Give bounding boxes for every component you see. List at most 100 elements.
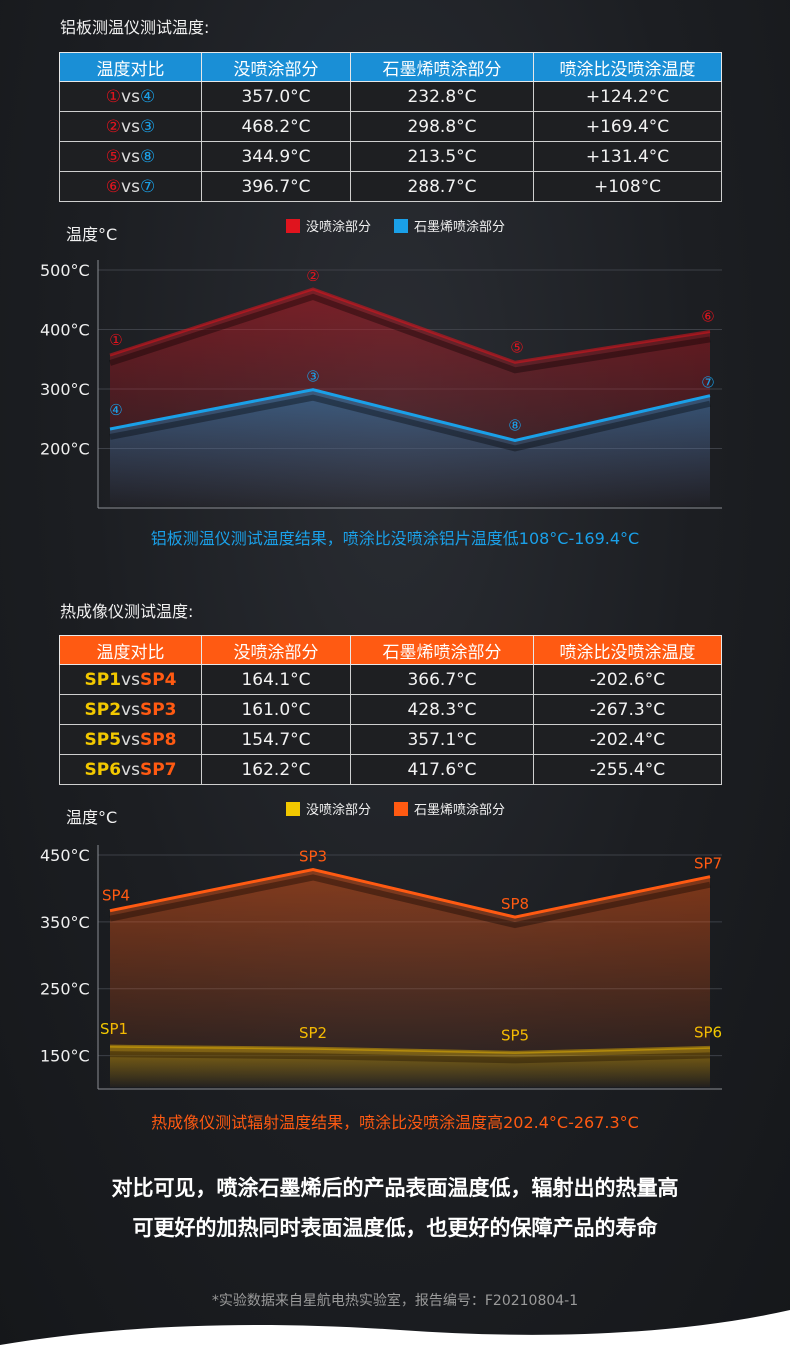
pair-b: SP4 [139,669,177,690]
chart-aluminum-svg: 没喷涂部分 石墨烯喷涂部分 温度°C 200°C 300°C 400°C 500°C ① ② ⑤ ⑥… [40,219,722,509]
pair-a: SP6 [84,759,122,780]
table-row: SP2vsSP3 161.0°C 428.3°C -267.3°C [59,694,722,725]
legend-label: 石墨烯喷涂部分 [414,219,505,235]
cell-bare: 154.7°C [201,724,351,755]
point-label: SP4 [102,887,130,905]
point-label: ⑤ [510,338,523,356]
cell-coated: 288.7°C [350,171,534,202]
legend-swatch [286,219,300,233]
col-header: 没喷涂部分 [201,52,351,82]
chart-thermal: 没喷涂部分石墨烯喷涂部分温度°C150°C250°C350°C450°CSP1S… [0,795,790,1104]
cell-diff: +124.2°C [533,81,722,112]
table-row: ①vs④ 357.0°C 232.8°C +124.2°C [59,81,722,112]
cell-diff: +169.4°C [533,111,722,142]
pair-cell: ①vs④ [59,81,202,112]
pair-cell: ⑥vs⑦ [59,171,202,202]
pair-a: SP2 [84,699,122,720]
cell-diff: -202.6°C [533,664,722,695]
col-header: 喷涂比没喷涂温度 [533,635,722,665]
cell-diff: +131.4°C [533,141,722,172]
pair-cell: SP1vsSP4 [59,664,202,695]
pair-cell: SP5vsSP8 [59,724,202,755]
col-header: 没喷涂部分 [201,635,351,665]
y-tick-label: 350°C [40,913,90,932]
point-label: ① [109,331,122,349]
chart-thermal-svg: 没喷涂部分石墨烯喷涂部分温度°C150°C250°C350°C450°CSP1S… [40,802,722,1090]
cell-coated: 213.5°C [350,141,534,172]
pair-cell: SP2vsSP3 [59,694,202,725]
pair-cell: ⑤vs⑧ [59,141,202,172]
pair-vs: vs [121,116,140,137]
legend-label: 石墨烯喷涂部分 [414,802,505,818]
pair-b: ⑧ [139,146,156,167]
pair-a: ① [105,86,122,107]
cell-coated: 366.7°C [350,664,534,695]
point-label: ② [306,267,319,285]
chart-aluminum: 没喷涂部分 石墨烯喷涂部分 温度°C 200°C 300°C 400°C 500°C ① ② ⑤ ⑥… [0,210,790,524]
cell-diff: -202.4°C [533,724,722,755]
pair-b: ⑦ [139,176,156,197]
point-label: SP8 [501,895,529,913]
table-aluminum: 温度对比 没喷涂部分 石墨烯喷涂部分 喷涂比没喷涂温度 ①vs④ 357.0°C 2… [59,52,722,202]
cell-bare: 162.2°C [201,754,351,785]
pair-vs: vs [121,759,140,780]
table-row: SP6vsSP7 162.2°C 417.6°C -255.4°C [59,754,722,785]
table-row: ⑤vs⑧ 344.9°C 213.5°C +131.4°C [59,141,722,172]
y-tick-label: 500°C [40,261,90,280]
pair-a: SP1 [84,669,122,690]
y-axis-label: 温度°C [66,808,117,827]
pair-b: SP8 [139,729,177,750]
cell-bare: 344.9°C [201,141,351,172]
bottom-wave-decoration [0,1310,790,1355]
y-axis-label: 温度°C [66,225,117,244]
cell-bare: 468.2°C [201,111,351,142]
pair-vs: vs [121,699,140,720]
series-area [110,389,710,506]
pair-cell: SP6vsSP7 [59,754,202,785]
section1-title: 铝板测温仪测试温度: [60,18,210,37]
cell-coated: 417.6°C [350,754,534,785]
cell-bare: 357.0°C [201,81,351,112]
series-shadow [109,874,711,929]
series-shadow [109,394,711,452]
point-label: ⑥ [701,307,714,325]
y-tick-label: 450°C [40,846,90,865]
pair-b: ③ [139,116,156,137]
point-label: SP3 [299,848,327,866]
legend-label: 没喷涂部分 [306,219,371,235]
col-header: 石墨烯喷涂部分 [350,52,534,82]
table-header-row: 温度对比 没喷涂部分 石墨烯喷涂部分 喷涂比没喷涂温度 [59,52,722,82]
cell-bare: 396.7°C [201,171,351,202]
point-label: ⑧ [508,416,521,434]
pair-a: ⑤ [105,146,122,167]
cell-coated: 232.8°C [350,81,534,112]
caption-thermal: 热成像仪测试辐射温度结果，喷涂比没喷涂温度高202.4°C-267.3°C [151,1113,639,1132]
table-header-row: 温度对比 没喷涂部分 石墨烯喷涂部分 喷涂比没喷涂温度 [59,635,722,665]
point-label: ④ [109,401,122,419]
legend-label: 没喷涂部分 [306,802,371,818]
legend-swatch [394,802,408,816]
pair-b: SP7 [139,759,177,780]
pair-vs: vs [121,669,140,690]
y-tick-label: 400°C [40,321,90,340]
pair-vs: vs [121,146,140,167]
cell-coated: 428.3°C [350,694,534,725]
point-label: ③ [306,368,319,386]
legend-swatch [394,219,408,233]
y-tick-label: 150°C [40,1047,90,1066]
table-row: SP5vsSP8 154.7°C 357.1°C -202.4°C [59,724,722,755]
section2-title: 热成像仪测试温度: [60,602,194,621]
pair-b: SP3 [139,699,177,720]
point-label: ⑦ [701,374,714,392]
series-area [110,869,710,1087]
y-tick-label: 200°C [40,440,90,459]
pair-a: SP5 [84,729,122,750]
table-row: ②vs③ 468.2°C 298.8°C +169.4°C [59,111,722,142]
table-row: SP1vsSP4 164.1°C 366.7°C -202.6°C [59,664,722,695]
series-line [109,388,711,443]
col-header: 温度对比 [59,52,202,82]
cell-diff: -267.3°C [533,694,722,725]
pair-vs: vs [121,86,140,107]
pair-vs: vs [121,176,140,197]
table-row: ⑥vs⑦ 396.7°C 288.7°C +108°C [59,171,722,202]
